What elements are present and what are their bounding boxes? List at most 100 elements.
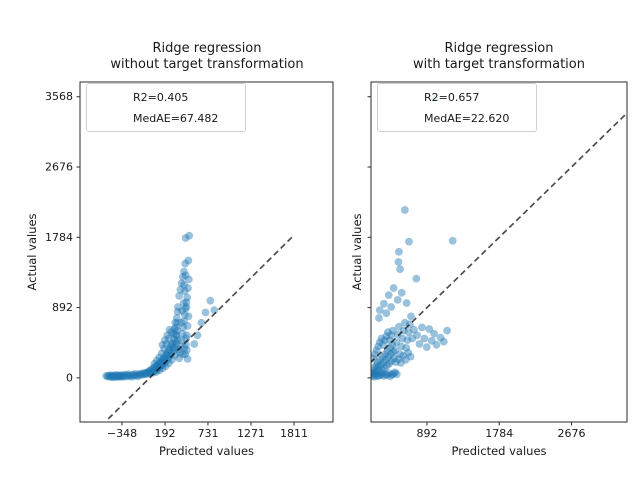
scatter-point — [153, 356, 161, 365]
x-tick-label: 1271 — [237, 427, 265, 440]
scatter-point — [117, 371, 126, 379]
scatter-point — [210, 306, 219, 314]
scatter-point — [150, 362, 159, 371]
scatter-point — [184, 256, 193, 265]
scatter-point — [181, 350, 190, 359]
scatter-point — [396, 265, 404, 273]
scatter-point — [397, 359, 405, 367]
scatter-point — [165, 325, 174, 334]
scatter-point — [380, 372, 388, 380]
scatter-point — [164, 334, 173, 343]
y-axis-label-left: Actual values — [25, 213, 39, 291]
scatter-point — [394, 258, 403, 266]
scatter-point — [375, 338, 384, 347]
scatter-point — [117, 372, 125, 381]
scatter-point — [102, 372, 111, 380]
scatter-point — [378, 369, 387, 378]
scatter-point — [371, 369, 378, 377]
scatter-point — [109, 371, 117, 380]
legend-medae-right: MedAE=22.620 — [424, 112, 510, 125]
scatter-point — [381, 350, 389, 359]
scatter-point — [123, 371, 131, 380]
scatter-point — [448, 236, 457, 245]
scatter-point — [380, 299, 388, 308]
scatter-point — [415, 340, 424, 348]
scatter-point — [180, 344, 189, 352]
scatter-point — [378, 353, 387, 361]
scatter-point — [167, 328, 176, 337]
scatter-point — [149, 364, 158, 373]
scatter-point — [144, 369, 153, 378]
scatter-point — [371, 366, 377, 375]
scatter-point — [394, 355, 403, 363]
scatter-point — [182, 346, 191, 355]
scatter-point — [388, 370, 396, 379]
scatter-point — [170, 335, 178, 344]
scatter-point — [155, 359, 164, 368]
scatter-point — [110, 372, 118, 381]
scatter-point — [179, 299, 188, 307]
scatter-point — [375, 368, 384, 377]
scatter-point — [401, 318, 409, 327]
scatter-point — [430, 329, 438, 338]
scatter-point — [410, 325, 418, 334]
scatter-point — [162, 351, 171, 359]
x-axis-label-right: Predicted values — [451, 444, 547, 458]
x-tick-label: 1784 — [485, 427, 513, 440]
scatter-point — [425, 325, 434, 333]
y-tick-label: 0 — [66, 371, 73, 384]
scatter-point — [155, 366, 164, 375]
scatter-point — [388, 326, 397, 335]
scatter-point — [402, 299, 411, 307]
scatter-point — [181, 259, 190, 268]
legend-r2-right: R2=0.657 — [424, 91, 480, 104]
scatter-series — [102, 231, 219, 382]
scatter-point — [180, 317, 188, 325]
scatter-point — [171, 351, 180, 359]
scatter-point — [162, 340, 171, 348]
scatter-point — [164, 346, 173, 355]
scatter-point — [169, 346, 178, 355]
scatter-point — [171, 337, 180, 346]
scatter-point — [183, 355, 192, 363]
scatter-point — [396, 350, 404, 359]
scatter-point — [146, 366, 155, 375]
scatter-point — [173, 326, 182, 335]
scatter-point — [181, 234, 190, 242]
scatter-point — [372, 361, 381, 370]
x-tick-label: 192 — [155, 427, 176, 440]
scatter-point — [158, 364, 167, 373]
scatter-point — [384, 291, 393, 299]
scatter-point — [427, 336, 436, 345]
scatter-point — [383, 371, 391, 379]
scatter-point — [374, 362, 383, 371]
scatter-point — [388, 340, 397, 349]
x-tick-label: −348 — [107, 427, 137, 440]
scatter-point — [373, 365, 381, 374]
scatter-point — [371, 370, 380, 379]
scatter-point — [185, 231, 194, 240]
scatter-point — [413, 331, 421, 340]
scatter-point — [384, 369, 393, 377]
legend-medae-left: MedAE=67.482 — [133, 112, 219, 125]
scatter-point — [180, 267, 188, 276]
y-tick-label: 1784 — [45, 231, 73, 244]
scatter-point — [166, 342, 175, 351]
scatter-point — [181, 304, 190, 313]
scatter-point — [402, 344, 411, 352]
scatter-point — [405, 237, 413, 246]
scatter-point — [177, 279, 186, 288]
scatter-point — [136, 371, 145, 379]
scatter-point — [391, 346, 400, 355]
y-axis-label-right: Actual values — [350, 213, 364, 291]
x-tick-label: 892 — [416, 427, 437, 440]
scatter-point — [436, 333, 445, 342]
scatter-point — [142, 368, 151, 377]
scatter-point — [398, 334, 407, 343]
axes-spines — [370, 81, 628, 423]
scatter-point — [181, 271, 190, 280]
scatter-point — [412, 274, 421, 283]
scatter-point — [377, 334, 386, 343]
scatter-point — [157, 357, 166, 366]
scatter-point — [159, 355, 168, 364]
